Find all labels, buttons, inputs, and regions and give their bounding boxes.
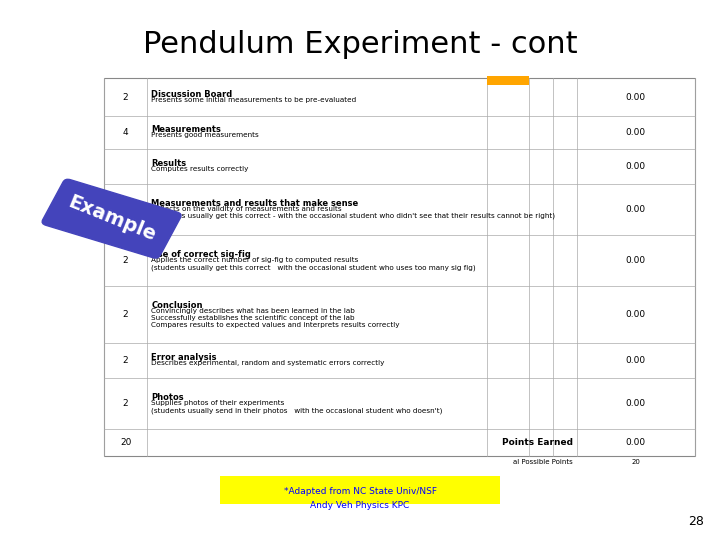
Text: *Adapted from NC State Univ/NSF: *Adapted from NC State Univ/NSF (284, 487, 436, 496)
Text: Photos: Photos (151, 393, 184, 402)
Text: (students usually get this correct - with the occasional student who didn't see : (students usually get this correct - wit… (151, 213, 555, 219)
Text: (students usually send in their photos   with the occasional student who doesn't: (students usually send in their photos w… (151, 407, 443, 414)
Text: 2: 2 (123, 356, 128, 365)
Text: 2: 2 (123, 310, 128, 319)
Text: Computes results correctly: Computes results correctly (151, 166, 248, 172)
Text: 0.00: 0.00 (626, 310, 646, 319)
Text: Convincingly describes what has been learned in the lab: Convincingly describes what has been lea… (151, 308, 355, 314)
Text: 20: 20 (631, 459, 640, 465)
Text: 0.00: 0.00 (626, 399, 646, 408)
Bar (487, 76, 529, 85)
Text: Describes experimental, random and systematic errors correctly: Describes experimental, random and syste… (151, 361, 384, 367)
Text: Applies the correct number of sig-fig to computed results: Applies the correct number of sig-fig to… (151, 257, 359, 263)
Text: 20: 20 (120, 438, 131, 447)
Text: Supplies photos of their experiments: Supplies photos of their experiments (151, 400, 284, 406)
Text: 0.00: 0.00 (626, 93, 646, 102)
Text: Andy Veh Physics KPC: Andy Veh Physics KPC (310, 501, 410, 510)
Text: Conclusion: Conclusion (151, 300, 203, 309)
Text: Use of correct sig-fig: Use of correct sig-fig (151, 250, 251, 259)
Text: 0.00: 0.00 (626, 438, 646, 447)
Text: Measurements and results that make sense: Measurements and results that make sense (151, 199, 359, 208)
Text: Presents some initial measurements to be pre-evaluated: Presents some initial measurements to be… (151, 97, 356, 103)
Bar (220, 476, 500, 504)
Text: Error analysis: Error analysis (151, 353, 217, 362)
Text: Measurements: Measurements (151, 125, 221, 134)
FancyBboxPatch shape (42, 179, 181, 258)
Text: al Possible Points: al Possible Points (513, 459, 573, 465)
Text: 2: 2 (123, 399, 128, 408)
Text: Points Earned: Points Earned (502, 438, 573, 447)
Text: 0.00: 0.00 (626, 256, 646, 265)
Text: 0.00: 0.00 (626, 205, 646, 214)
Text: Example: Example (65, 192, 158, 245)
Text: (students usually get this correct   with the occasional student who uses too ma: (students usually get this correct with … (151, 264, 476, 271)
Text: 2: 2 (123, 205, 128, 214)
Text: 4: 4 (123, 128, 128, 137)
Text: Compares results to expected values and interprets results correctly: Compares results to expected values and … (151, 321, 400, 328)
Text: Results: Results (151, 159, 186, 168)
Text: 0.00: 0.00 (626, 128, 646, 137)
Text: Presents good measurements: Presents good measurements (151, 132, 259, 138)
Bar (104, 78, 695, 456)
Text: Reflects on the validity of measurements and results: Reflects on the validity of measurements… (151, 206, 342, 212)
Text: Successfully establishes the scientific concept of the lab: Successfully establishes the scientific … (151, 314, 355, 321)
Text: 28: 28 (688, 515, 704, 528)
Text: Discussion Board: Discussion Board (151, 90, 233, 99)
Text: 0.00: 0.00 (626, 161, 646, 171)
Text: 2: 2 (123, 93, 128, 102)
Text: 2: 2 (123, 256, 128, 265)
Text: Pendulum Experiment - cont: Pendulum Experiment - cont (143, 30, 577, 59)
Text: 0.00: 0.00 (626, 356, 646, 365)
